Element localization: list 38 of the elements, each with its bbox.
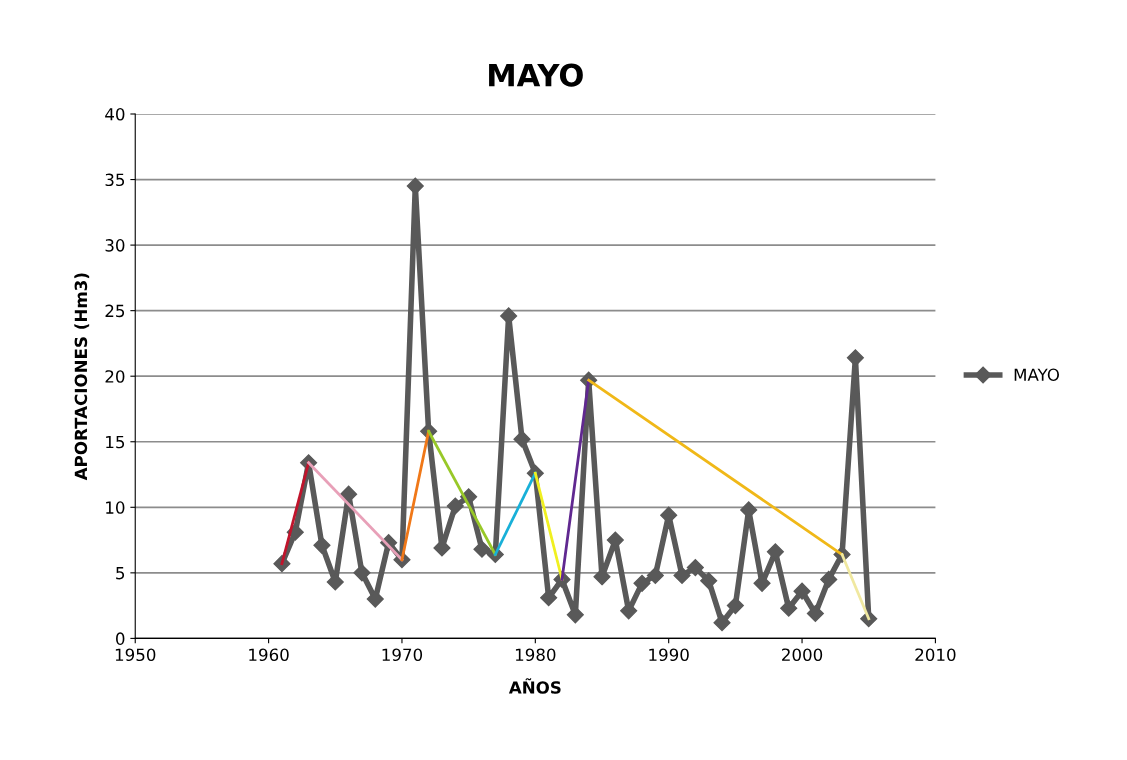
- y-tick-label: 15: [106, 435, 125, 449]
- point: [713, 614, 731, 632]
- y-tick-label: 5: [116, 567, 125, 580]
- y-tick-label: 25: [105, 304, 125, 318]
- x-tick-label: 1980: [515, 648, 556, 662]
- point: [473, 540, 491, 558]
- x-tick-label: 2000: [782, 648, 823, 662]
- point: [406, 177, 424, 195]
- x-tick-label: 1950: [115, 648, 156, 662]
- y-tick-label: 0: [116, 632, 125, 645]
- chart-title: MAYO: [489, 63, 583, 87]
- point: [686, 559, 704, 577]
- point: [726, 597, 744, 615]
- y-tick-label: 30: [105, 239, 125, 252]
- point: [313, 536, 331, 554]
- y-tick-label: 20: [105, 370, 125, 383]
- x-axis-title: AÑOS: [508, 678, 561, 694]
- point: [513, 430, 531, 448]
- point: [820, 570, 838, 588]
- point: [780, 599, 798, 617]
- x-tick-label: 1990: [649, 648, 689, 662]
- y-axis-title: APORTACIONES (Hm3): [74, 273, 90, 481]
- y-tick-label: 35: [105, 173, 125, 187]
- point: [366, 590, 384, 608]
- point: [700, 572, 718, 590]
- point: [673, 566, 691, 585]
- x-tick-label: 1970: [382, 648, 423, 662]
- point: [633, 574, 651, 592]
- point: [446, 497, 464, 515]
- x-tick-label: 1960: [249, 648, 289, 662]
- x-tick-label: 2010: [915, 648, 956, 662]
- y-tick-label: 40: [105, 107, 125, 121]
- y-tick-label: 10: [106, 501, 125, 514]
- point: [353, 564, 371, 582]
- point: [646, 566, 664, 585]
- legend-label: MAYO: [1014, 368, 1060, 382]
- point: [806, 604, 824, 623]
- point: [793, 582, 811, 600]
